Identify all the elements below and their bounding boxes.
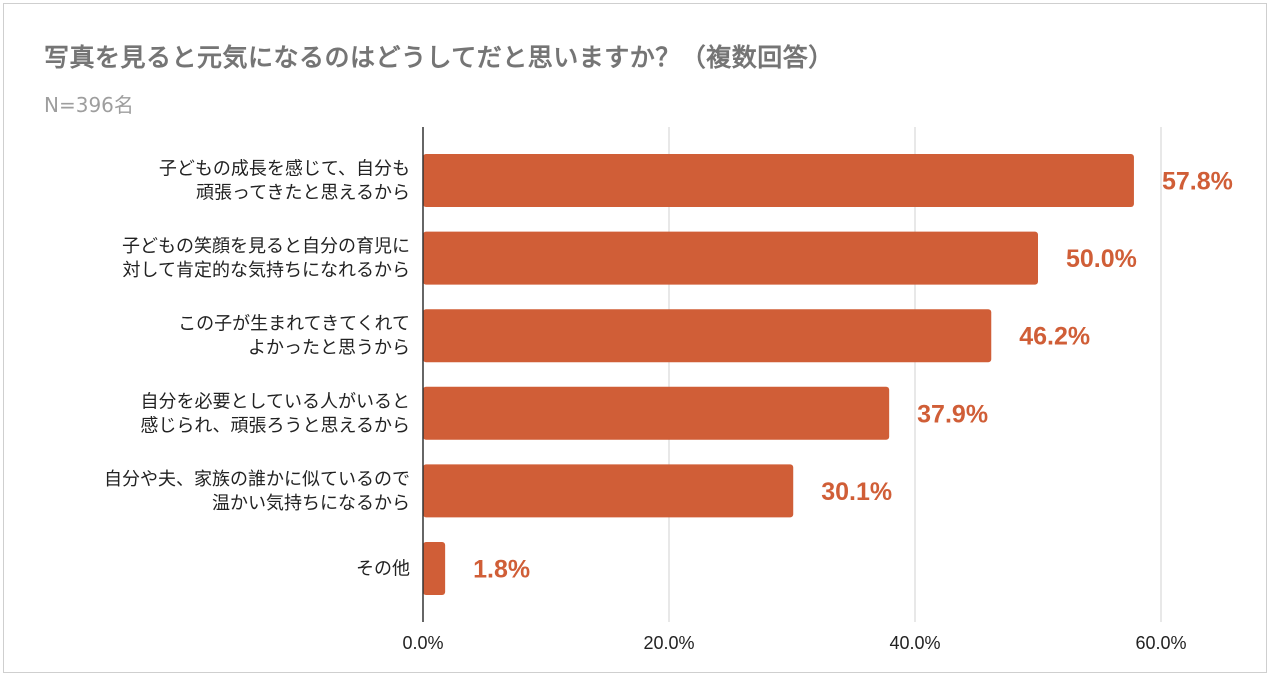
category-label-3-line-0: 自分を必要としている人がいると bbox=[141, 391, 410, 412]
category-label-4-line-1: 温かい気持ちになるから bbox=[212, 493, 410, 514]
category-label-1-line-0: 子どもの笑顔を見ると自分の育児に bbox=[122, 236, 410, 257]
bar-1 bbox=[423, 231, 1038, 285]
value-label-1: 50.0% bbox=[1066, 245, 1137, 273]
category-label-0: 子どもの成長を感じて、自分も頑張ってきたと思えるから bbox=[159, 159, 410, 204]
category-label-1: 子どもの笑顔を見ると自分の育児に対して肯定的な気持ちになれるから bbox=[122, 236, 410, 281]
chart-subtitle: N=396名 bbox=[44, 93, 134, 117]
bar-0 bbox=[423, 154, 1134, 207]
value-label-5: 1.8% bbox=[473, 556, 530, 584]
category-label-3: 自分を必要としている人がいると感じられ、頑張ろうと思えるから bbox=[140, 391, 410, 436]
bar-4 bbox=[423, 464, 794, 518]
category-label-4-line-0: 自分や夫、家族の誰かに似ているので bbox=[104, 469, 410, 490]
category-label-5-line-0: その他 bbox=[356, 559, 410, 580]
category-label-0-line-1: 頑張ってきたと思えるから bbox=[196, 183, 410, 204]
category-label-2-line-1: よかったと思うから bbox=[248, 338, 410, 359]
category-label-2: この子が生まれてきてくれてよかったと思うから bbox=[178, 314, 410, 359]
value-label-3: 37.9% bbox=[917, 400, 988, 428]
value-label-2: 46.2% bbox=[1019, 323, 1090, 351]
x-tick-label-0: 0.0% bbox=[402, 633, 443, 653]
x-tick-label-1: 20.0% bbox=[643, 633, 694, 653]
bar-3 bbox=[423, 386, 890, 440]
category-label-0-line-0: 子どもの成長を感じて、自分も bbox=[159, 159, 410, 180]
x-tick-label-3: 60.0% bbox=[1135, 633, 1186, 653]
category-label-1-line-1: 対して肯定的な気持ちになれるから bbox=[123, 260, 410, 281]
chart-title: 写真を見ると元気になるのはどうしてだと思いますか？（複数回答） bbox=[44, 43, 834, 72]
value-label-0: 57.8% bbox=[1162, 168, 1233, 196]
bar-5 bbox=[423, 542, 446, 595]
bar-2 bbox=[423, 309, 992, 363]
category-label-5: その他 bbox=[356, 559, 410, 580]
value-label-4: 30.1% bbox=[821, 478, 892, 506]
x-tick-label-2: 40.0% bbox=[889, 633, 940, 653]
category-label-2-line-0: この子が生まれてきてくれて bbox=[178, 314, 410, 335]
category-label-4: 自分や夫、家族の誰かに似ているので温かい気持ちになるから bbox=[104, 469, 410, 514]
category-label-3-line-1: 感じられ、頑張ろうと思えるから bbox=[140, 415, 410, 436]
